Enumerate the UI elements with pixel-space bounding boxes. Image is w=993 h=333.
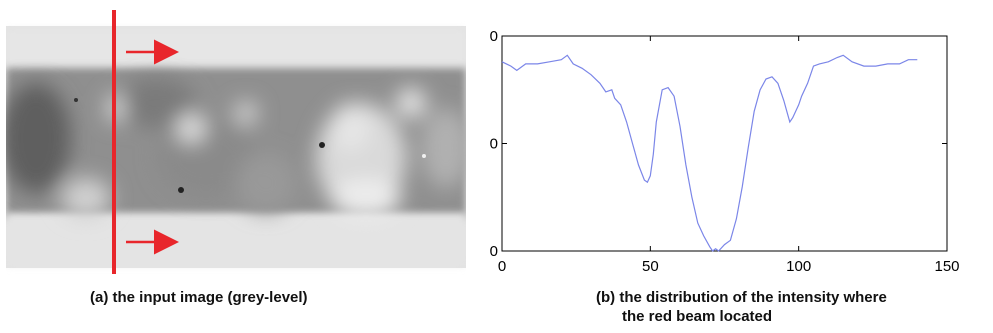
y-tick-label: 250 xyxy=(490,28,498,45)
grey-level-image xyxy=(6,26,466,268)
plot-frame xyxy=(501,35,948,252)
input-image-panel xyxy=(6,10,466,274)
y-tick-label: 150 xyxy=(490,243,498,260)
caption-b-line2: the red beam located xyxy=(622,308,773,325)
ticks xyxy=(501,35,948,252)
x-tick-label: 0 xyxy=(498,258,506,275)
intensity-line xyxy=(501,54,918,252)
x-tick-label: 100 xyxy=(786,258,811,275)
x-tick-label: 50 xyxy=(642,258,659,275)
caption-a: (a) the input image (grey-level) xyxy=(90,289,308,306)
intensity-chart: 0 50 100 150 150 200 250 xyxy=(490,28,960,275)
y-tick-label: 200 xyxy=(490,136,498,153)
tick-labels: 0 50 100 150 150 200 250 xyxy=(490,28,960,275)
caption-b: (b) the distribution of the intensity wh… xyxy=(596,288,976,326)
x-tick-label: 150 xyxy=(934,258,959,275)
caption-b-line1: (b) the distribution of the intensity wh… xyxy=(596,289,887,306)
